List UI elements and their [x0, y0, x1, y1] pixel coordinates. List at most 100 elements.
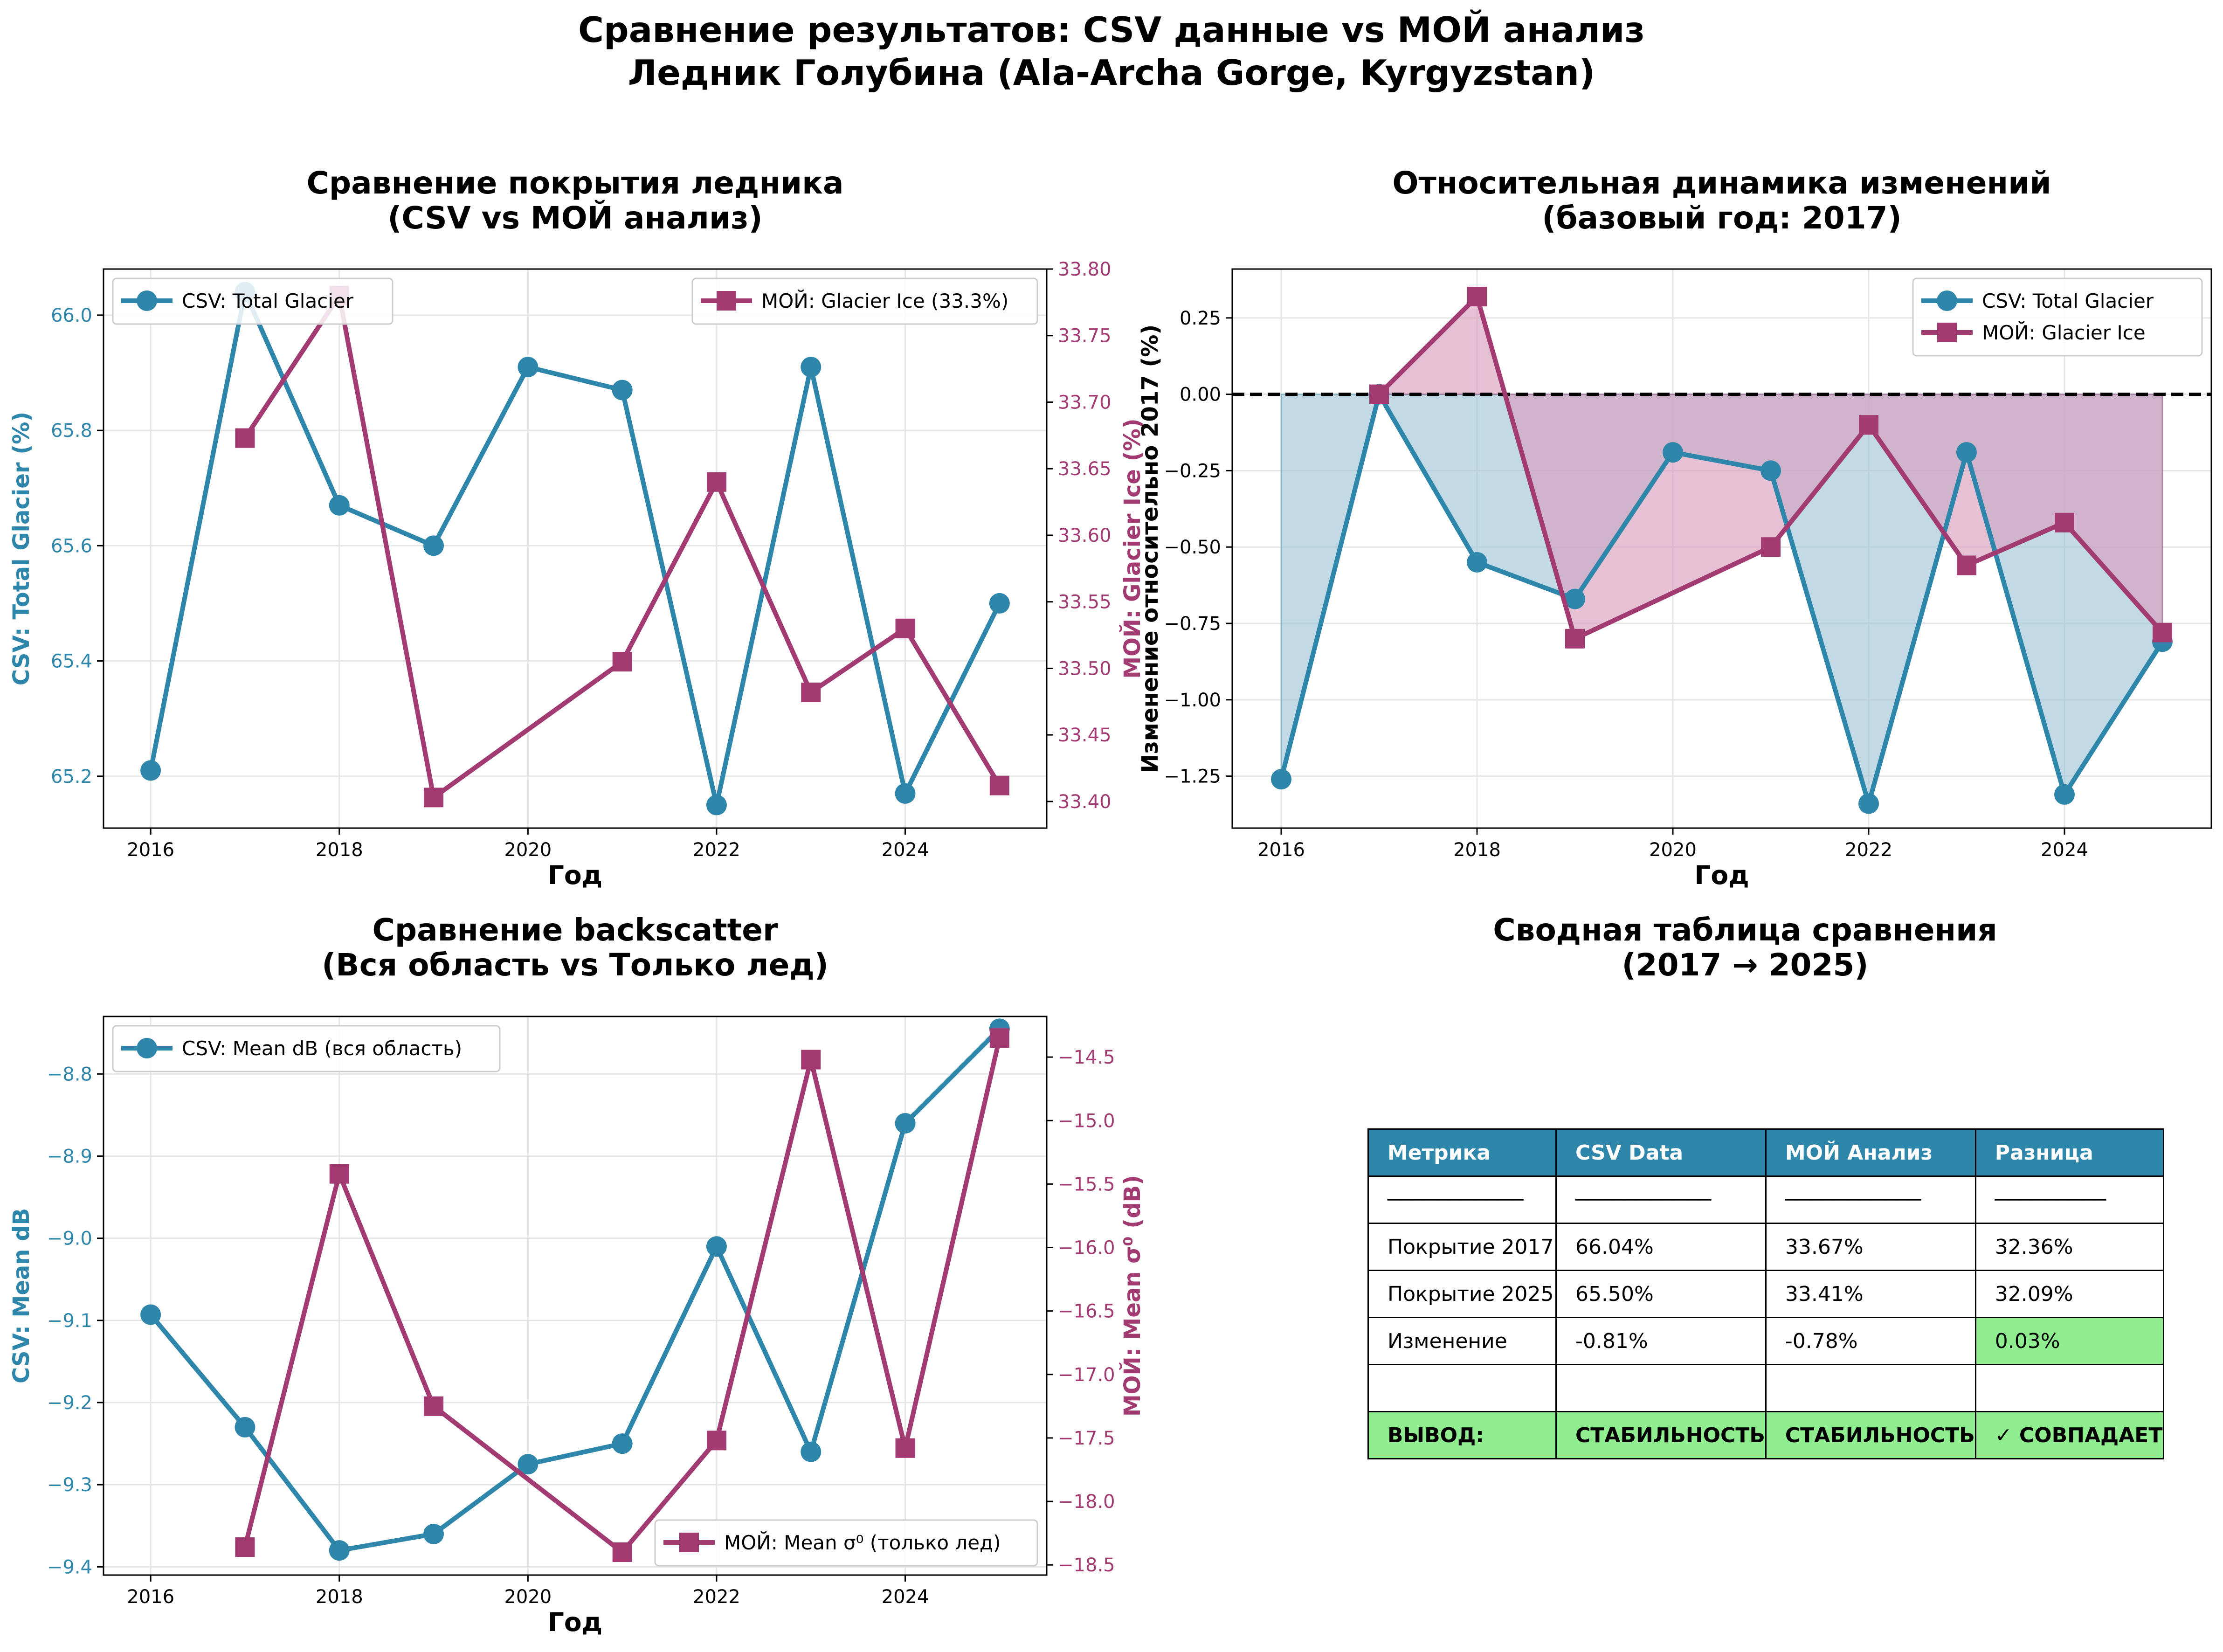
table-cell: Изменение: [1367, 1317, 1557, 1365]
y2-tick-label: 33.75: [1058, 325, 1112, 347]
x-axis-label: Год: [548, 1607, 602, 1637]
table-cell: ─────────: [1974, 1175, 2164, 1224]
table-cell: ───────────: [1765, 1175, 1976, 1224]
y2-tick-label: −16.0: [1058, 1237, 1115, 1259]
legend-marker: [717, 291, 736, 311]
csv-total-glacier-point: [329, 495, 350, 516]
y-tick-label: 65.8: [51, 420, 92, 442]
y2-tick-label: 33.40: [1058, 791, 1112, 813]
y-tick-label: 65.2: [51, 766, 92, 788]
csv-relative-line: [1279, 392, 2165, 806]
moi-relative-point: [1369, 384, 1389, 404]
table-cell: 32.09%: [1974, 1270, 2164, 1318]
summary-header-diff: Разница: [1974, 1128, 2164, 1177]
y2-tick-label: −18.0: [1058, 1491, 1115, 1513]
summary-header-csv: CSV Data: [1555, 1128, 1767, 1177]
csv-relative-point: [1760, 460, 1781, 481]
moi-glacier-ice-point: [235, 428, 255, 448]
csv-total-glacier-point: [140, 760, 161, 781]
x-tick-label: 2022: [693, 1586, 740, 1608]
summary-table-header-row: Метрика CSV Data МОЙ Анализ Разница: [1367, 1128, 2164, 1177]
csv-total-glacier-point: [706, 795, 727, 816]
table-cell: ───────────: [1367, 1175, 1557, 1224]
y2-tick-label: 33.80: [1058, 259, 1112, 280]
moi-mean-sigma0-line: [242, 1036, 1002, 1555]
y2-tick-label: 33.70: [1058, 392, 1112, 413]
csv-relative-point: [1663, 442, 1683, 463]
moi-relative-point: [2055, 512, 2074, 532]
axes-frame: [1231, 268, 2212, 829]
legend-label: МОЙ: Glacier Ice: [1982, 321, 2146, 344]
csv-relative-point: [1271, 769, 1291, 790]
csv-total-glacier-point: [801, 357, 822, 378]
table-cell-conclusion: СТАБИЛЬНОСТЬ: [1555, 1411, 1767, 1459]
csv-total-glacier-point: [895, 783, 916, 804]
moi-glacier-ice-line: [242, 293, 1002, 800]
x-tick-label: 2018: [316, 1586, 363, 1608]
legend-box: [112, 1025, 501, 1072]
subplot-title: Сводная таблица сравнения: [1493, 912, 1997, 948]
csv-mean-db-point: [895, 1113, 916, 1134]
y-tick-label: −0.25: [1164, 460, 1221, 482]
legend-label: МОЙ: Glacier Ice (33.3%): [761, 289, 1008, 312]
legend-box: [112, 277, 394, 325]
moi-mean-sigma0-point: [801, 1050, 821, 1070]
x-tick-label: 2016: [127, 839, 174, 861]
table-cell: 65.50%: [1555, 1270, 1767, 1318]
csv-mean-db-point: [801, 1441, 822, 1462]
table-row: [1367, 1364, 2164, 1412]
y2-tick-label: 33.65: [1058, 458, 1112, 480]
csv-mean-db-point: [235, 1417, 255, 1438]
y-tick-label: −9.1: [47, 1310, 92, 1332]
table-cell-conclusion: ✓ СОВПАДАЕТ: [1974, 1411, 2164, 1459]
y-axis-label: CSV: Mean dB: [8, 1208, 35, 1383]
y2-axis-label: МОЙ: Glacier Ice (%): [1119, 418, 1146, 678]
legend-marker: [1937, 323, 1957, 342]
table-row: Покрытие 2017 66.04% 33.67% 32.36%: [1367, 1223, 2164, 1271]
moi-mean-sigma0-point: [612, 1542, 632, 1562]
moi-relative-point: [1761, 537, 1781, 557]
legend-box: [1912, 277, 2203, 357]
summary-table: Метрика CSV Data МОЙ Анализ Разница ────…: [1367, 1128, 2164, 1459]
y2-tick-label: −14.5: [1058, 1047, 1115, 1068]
table-cell: Покрытие 2017: [1367, 1223, 1557, 1271]
y-tick-label: −8.8: [47, 1064, 92, 1085]
y2-tick-label: 33.55: [1058, 592, 1112, 613]
y-tick-label: −9.2: [47, 1392, 92, 1414]
x-tick-label: 2022: [693, 839, 740, 861]
moi-mean-sigma0-point: [424, 1396, 444, 1416]
csv-total-glacier-point: [423, 535, 444, 556]
legend-marker: [679, 1533, 699, 1552]
csv-mean-db-point: [329, 1540, 350, 1561]
moi-relative-point: [2153, 622, 2172, 643]
moi-mean-sigma0-point: [706, 1431, 726, 1451]
table-cell-conclusion: СТАБИЛЬНОСТЬ: [1765, 1411, 1976, 1459]
y-tick-label: −8.9: [47, 1146, 92, 1168]
moi-mean-sigma0-point: [895, 1438, 915, 1458]
x-tick-label: 2016: [1257, 839, 1305, 861]
y2-tick-label: −18.5: [1058, 1555, 1115, 1576]
table-cell: -0.81%: [1555, 1317, 1767, 1365]
y2-tick-label: −17.0: [1058, 1364, 1115, 1386]
y-tick-label: 66.0: [51, 305, 92, 326]
x-tick-label: 2020: [1649, 839, 1697, 861]
csv-mean-db-point: [423, 1523, 444, 1544]
csv-relative-point: [1467, 552, 1487, 573]
moi-relative-line: [1377, 294, 2165, 641]
legend-box: [654, 1519, 1038, 1567]
figure-suptitle-line2: Ледник Голубина (Ala-Archa Gorge, Kyrgyz…: [628, 52, 1595, 93]
y-tick-label: −0.50: [1164, 537, 1221, 558]
y2-tick-label: −16.5: [1058, 1301, 1115, 1322]
table-row-conclusion: ВЫВОД: СТАБИЛЬНОСТЬ СТАБИЛЬНОСТЬ ✓ СОВПА…: [1367, 1411, 2164, 1459]
moi-glacier-ice-point: [989, 775, 1009, 795]
summary-header-metric: Метрика: [1367, 1128, 1557, 1177]
csv-mean-db-point: [706, 1236, 727, 1257]
table-row: Изменение -0.81% -0.78% 0.03%: [1367, 1317, 2164, 1365]
axes-frame: [103, 268, 1048, 829]
csv-relative-point: [1858, 793, 1879, 814]
y-tick-label: −9.4: [47, 1556, 92, 1578]
x-tick-label: 2022: [1845, 839, 1892, 861]
moi-relative-point: [1957, 555, 1976, 575]
moi-glacier-ice-point: [424, 788, 444, 808]
legend-label: МОЙ: Mean σ⁰ (только лед): [724, 1531, 1001, 1554]
